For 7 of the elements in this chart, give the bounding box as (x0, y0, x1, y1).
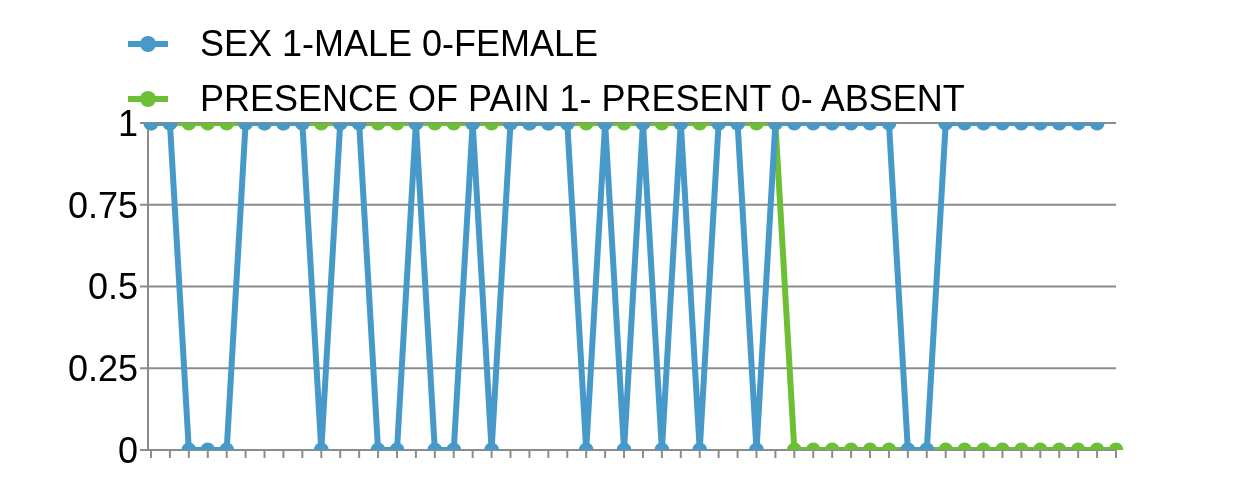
y-tick-label: 1 (117, 102, 138, 144)
y-tick-label: 0.5 (87, 266, 138, 308)
y-tick-label: 0.75 (67, 184, 138, 226)
legend-label: SEX 1-MALE 0-FEMALE (200, 22, 599, 66)
y-tick-label: 0.25 (67, 348, 138, 390)
y-tick-label: 0 (117, 429, 138, 471)
legend-label: PRESENCE OF PAIN 1- PRESENT 0- ABSENT (200, 77, 965, 121)
